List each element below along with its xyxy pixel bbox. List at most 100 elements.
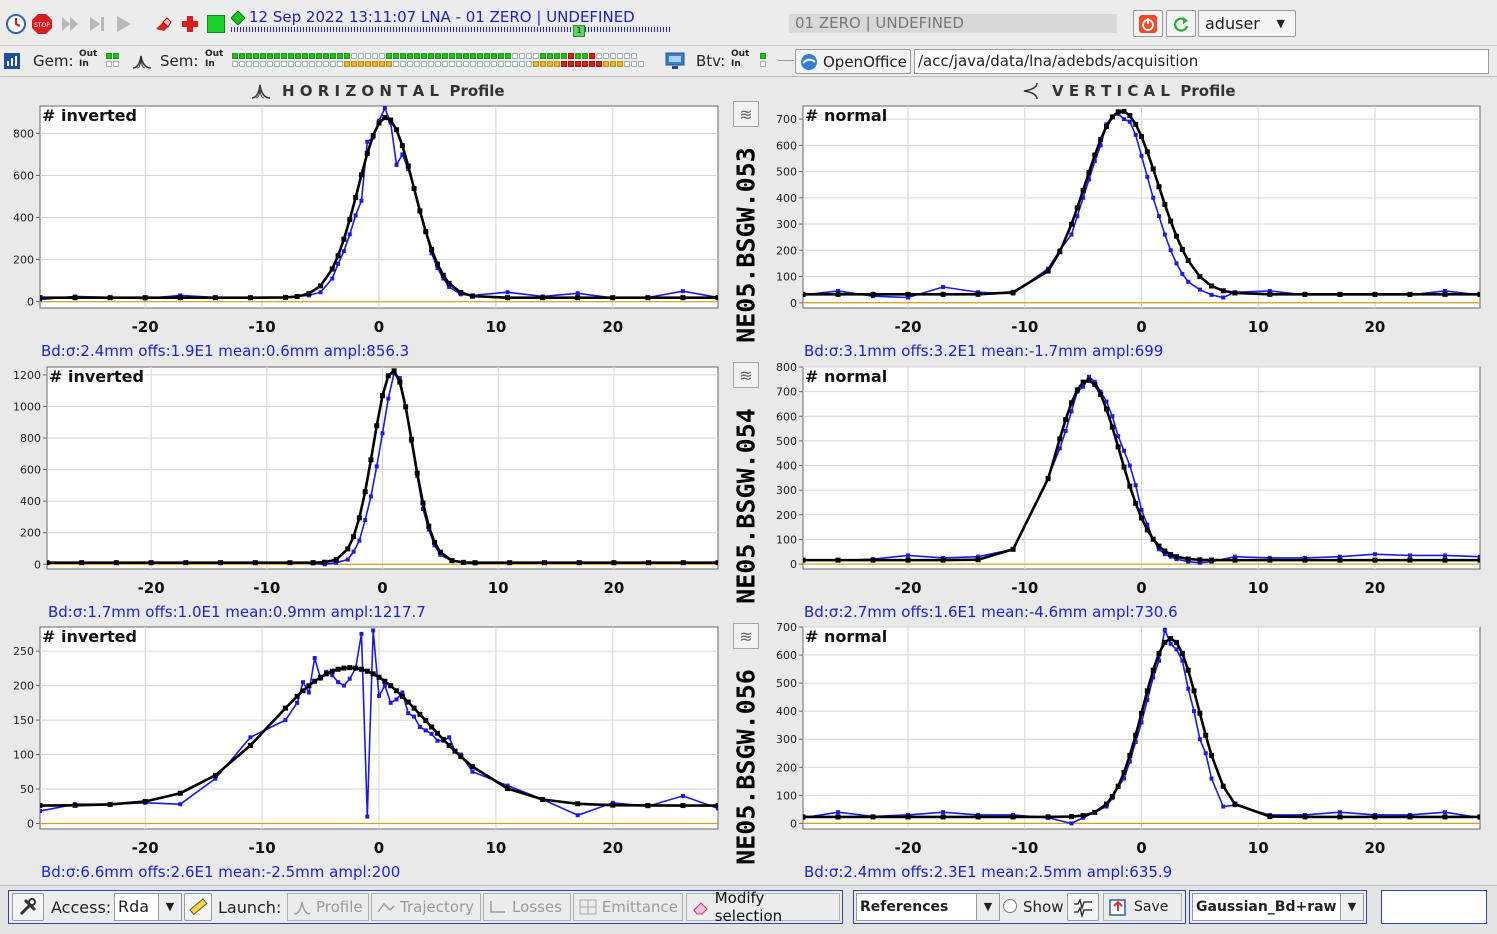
x-tick-label: -20: [132, 839, 159, 857]
fit-point: [1109, 114, 1115, 120]
fast-forward-icon[interactable]: [58, 12, 82, 36]
status-led: [624, 53, 630, 59]
raw-point: [394, 697, 399, 702]
expand-row-1-button[interactable]: ≋: [733, 101, 759, 127]
raw-point: [353, 213, 358, 218]
fit-point: [1139, 710, 1144, 716]
raw-point: [1180, 658, 1185, 663]
status-led: [554, 61, 560, 67]
status-led: [323, 53, 329, 59]
refresh-button[interactable]: [1166, 10, 1196, 37]
openoffice-icon: [801, 53, 817, 70]
status-led: [610, 61, 616, 67]
fit-point: [1267, 291, 1273, 297]
fit-point: [1197, 710, 1203, 716]
openoffice-button[interactable]: OpenOffice: [795, 49, 911, 74]
raw-point: [374, 464, 379, 469]
status-led: [246, 61, 252, 67]
chevron-down-icon: ▼: [158, 894, 181, 920]
tools-button[interactable]: [12, 893, 44, 921]
fit-point: [382, 678, 388, 684]
svg-text:STOP: STOP: [34, 22, 50, 29]
btv-out-label: Out: [731, 49, 750, 59]
fit-point: [507, 560, 513, 566]
raw-point: [382, 683, 387, 688]
raw-point: [1133, 740, 1138, 745]
chevron-down-icon: ▼: [1340, 894, 1363, 920]
y-tick-label: 500: [776, 677, 797, 690]
x-tick-label: -10: [253, 579, 280, 597]
x-tick-label: 0: [374, 318, 384, 336]
modify-selection-button[interactable]: Modify selection: [686, 889, 840, 925]
fit-point: [1127, 113, 1133, 119]
power-button[interactable]: [1133, 10, 1163, 37]
raw-point: [178, 802, 183, 807]
y-tick-label: 700: [776, 621, 797, 634]
value-input[interactable]: [1381, 890, 1487, 924]
status-led: [512, 53, 518, 59]
raw-point: [1092, 159, 1097, 164]
raw-point: [347, 676, 352, 681]
fit-point: [142, 295, 148, 301]
status-led: [344, 53, 350, 59]
ruler-button[interactable]: [184, 893, 212, 921]
trajectory-launch-button[interactable]: Trajectory: [371, 893, 481, 921]
diamond-icon: [231, 11, 245, 25]
save-button[interactable]: Save: [1103, 893, 1182, 921]
fit-point: [323, 671, 329, 677]
emittance-launch-button[interactable]: Emittance: [573, 893, 683, 921]
add-icon[interactable]: [178, 12, 202, 36]
step-forward-icon[interactable]: [86, 12, 108, 36]
show-radio[interactable]: [1003, 899, 1017, 913]
fit-point: [1372, 291, 1378, 297]
losses-launch-button[interactable]: Losses: [483, 893, 571, 921]
raw-point: [365, 139, 370, 144]
raw-point: [1221, 295, 1226, 300]
fit-point: [40, 803, 43, 809]
fit-point: [1057, 249, 1063, 255]
raw-point: [680, 793, 685, 798]
fit-point: [1092, 382, 1098, 388]
stop-icon[interactable]: STOP: [30, 12, 54, 36]
fit-point: [374, 423, 380, 429]
gem-leds: [106, 51, 128, 67]
x-tick-label: -20: [138, 579, 165, 597]
trajectory-icon: [377, 902, 395, 913]
fit-point: [835, 814, 841, 820]
fit-point: [306, 683, 312, 689]
status-led: [113, 61, 119, 67]
fit-point: [1337, 814, 1343, 820]
compare-button[interactable]: [1067, 893, 1099, 921]
fit-point: [505, 786, 511, 792]
fit-point: [362, 489, 368, 495]
access-select[interactable]: Rda ▼: [114, 893, 182, 921]
fit-point: [437, 549, 443, 555]
fit-select[interactable]: Gaussian_Bd+raw ▼: [1192, 893, 1364, 921]
clock-icon[interactable]: [4, 12, 28, 36]
raw-point: [283, 718, 288, 723]
references-select[interactable]: References ▼: [856, 893, 1000, 921]
status-led: [533, 61, 539, 67]
user-dropdown[interactable]: aduser ▼: [1198, 10, 1296, 37]
expand-row-2-button[interactable]: ≋: [733, 362, 759, 388]
fit-point: [1139, 134, 1144, 140]
fit-point: [1127, 752, 1133, 758]
expand-row-3-button[interactable]: ≋: [733, 623, 759, 649]
ruler-icon: [189, 898, 208, 916]
eraser-icon[interactable]: [152, 12, 174, 36]
monitor-icon[interactable]: [664, 50, 686, 72]
fit-point: [1098, 391, 1104, 397]
fit-point: [426, 523, 432, 529]
fit-point: [79, 560, 85, 566]
play-icon[interactable]: [112, 12, 134, 36]
bar-chart-icon[interactable]: [4, 53, 20, 69]
profile-launch-button[interactable]: Profile: [287, 893, 369, 921]
fit-point: [1209, 557, 1215, 563]
fit-stats-label: Bd:σ:2.4mm offs:1.9E1 mean:0.6mm ampl:85…: [41, 342, 409, 360]
path-field[interactable]: /acc/java/data/lna/adebds/acquisition: [914, 49, 1489, 74]
status-led: [113, 53, 119, 59]
sem-leds: [232, 51, 672, 67]
fit-point: [1103, 801, 1109, 807]
raw-point: [1121, 448, 1126, 453]
horizontal-profile-icon[interactable]: [131, 50, 153, 72]
